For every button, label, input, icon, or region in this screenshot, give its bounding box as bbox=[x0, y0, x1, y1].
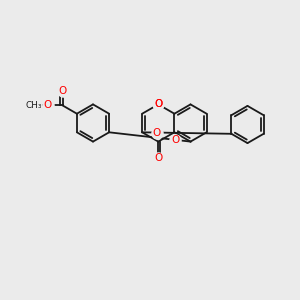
Text: CH₃: CH₃ bbox=[25, 101, 41, 110]
Text: O: O bbox=[171, 135, 179, 145]
Text: O: O bbox=[154, 99, 162, 110]
Text: O: O bbox=[58, 86, 67, 96]
Text: O: O bbox=[154, 99, 162, 110]
Text: O: O bbox=[153, 128, 161, 137]
Text: O: O bbox=[154, 153, 162, 163]
Text: O: O bbox=[44, 100, 52, 110]
